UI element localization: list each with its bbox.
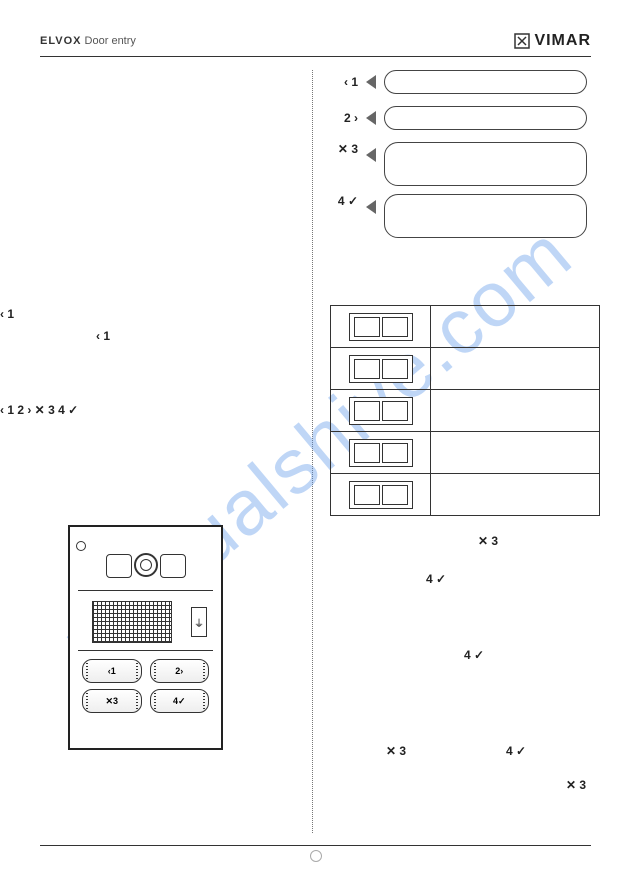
- table-row: [331, 390, 600, 432]
- float-label-5: ✕ 3: [566, 778, 586, 792]
- indicator-bubble: [384, 106, 587, 130]
- pointer-icon: [366, 200, 376, 214]
- brand-vimar: VIMAR: [534, 32, 591, 50]
- indicator-row-3: ✕ 3: [330, 142, 587, 186]
- table-cell: [431, 432, 600, 474]
- pointer-icon: [366, 75, 376, 89]
- usb-port-icon: ⏚: [191, 607, 207, 637]
- indicator-list: ‹ 1 2 › ✕ 3 4 ✓: [330, 70, 587, 242]
- header-left: ELVOX Door entry: [40, 35, 136, 47]
- scatter-c: ‹ 1 2 › ✕ 3 4 ✓: [0, 403, 110, 417]
- float-label-2: 4 ✓: [464, 648, 484, 662]
- indicator-bubble-tall: [384, 194, 587, 238]
- brand-subtitle: Door entry: [85, 35, 136, 47]
- indicator-bubble: [384, 70, 587, 94]
- device-illustration: ⏚ ‹1 2› ✕3 4✓: [68, 525, 223, 750]
- table-row: [331, 474, 600, 516]
- vimar-logo-icon: [514, 33, 530, 49]
- left-scatter-labels: ‹ 1 ‹ 1 ‹ 1 2 › ✕ 3 4 ✓: [0, 307, 110, 417]
- speaker-grille-icon: [92, 601, 172, 643]
- indicator-label-1: ‹ 1: [330, 75, 358, 89]
- device-button-grid: ‹1 2› ✕3 4✓: [78, 659, 213, 713]
- scatter-a: ‹ 1: [0, 307, 110, 321]
- camera-lens-icon: [134, 553, 158, 577]
- table-row: [331, 432, 600, 474]
- table-cell: [431, 306, 600, 348]
- float-label-1: 4 ✓: [426, 572, 446, 586]
- pointer-icon: [366, 148, 376, 162]
- device-button-2: 2›: [150, 659, 210, 683]
- camera-area: [78, 535, 213, 591]
- brand-elvox: ELVOX: [40, 35, 81, 47]
- device-button-4: 4✓: [150, 689, 210, 713]
- indicator-bubble-tall: [384, 142, 587, 186]
- page-footer: [40, 845, 591, 865]
- indicator-row-2: 2 ›: [330, 106, 587, 130]
- module-table: [330, 305, 600, 516]
- indicator-label-4: 4 ✓: [330, 194, 358, 208]
- indicator-row-4: 4 ✓: [330, 194, 587, 238]
- indicator-row-1: ‹ 1: [330, 70, 587, 94]
- page-header: ELVOX Door entry VIMAR: [40, 32, 591, 57]
- header-right: VIMAR: [514, 32, 591, 50]
- pointer-icon: [366, 111, 376, 125]
- module-icon: [349, 439, 413, 467]
- table-row: [331, 348, 600, 390]
- module-icon: [349, 313, 413, 341]
- screw-icon: [76, 541, 86, 551]
- float-label-4: 4 ✓: [506, 744, 526, 758]
- table-row: [331, 306, 600, 348]
- module-icon: [349, 481, 413, 509]
- table-cell: [431, 474, 600, 516]
- module-icon: [349, 355, 413, 383]
- float-label-0: ✕ 3: [478, 534, 498, 548]
- column-divider: [312, 70, 313, 833]
- device-button-1: ‹1: [82, 659, 142, 683]
- page-number-circle-icon: [310, 850, 322, 862]
- speaker-area: ⏚: [78, 597, 213, 651]
- table-cell: [431, 348, 600, 390]
- table-cell: [431, 390, 600, 432]
- indicator-label-2: 2 ›: [330, 111, 358, 125]
- float-label-3: ✕ 3: [386, 744, 406, 758]
- indicator-label-3: ✕ 3: [330, 142, 358, 156]
- module-icon: [349, 397, 413, 425]
- device-button-3: ✕3: [82, 689, 142, 713]
- scatter-b: ‹ 1: [96, 329, 110, 343]
